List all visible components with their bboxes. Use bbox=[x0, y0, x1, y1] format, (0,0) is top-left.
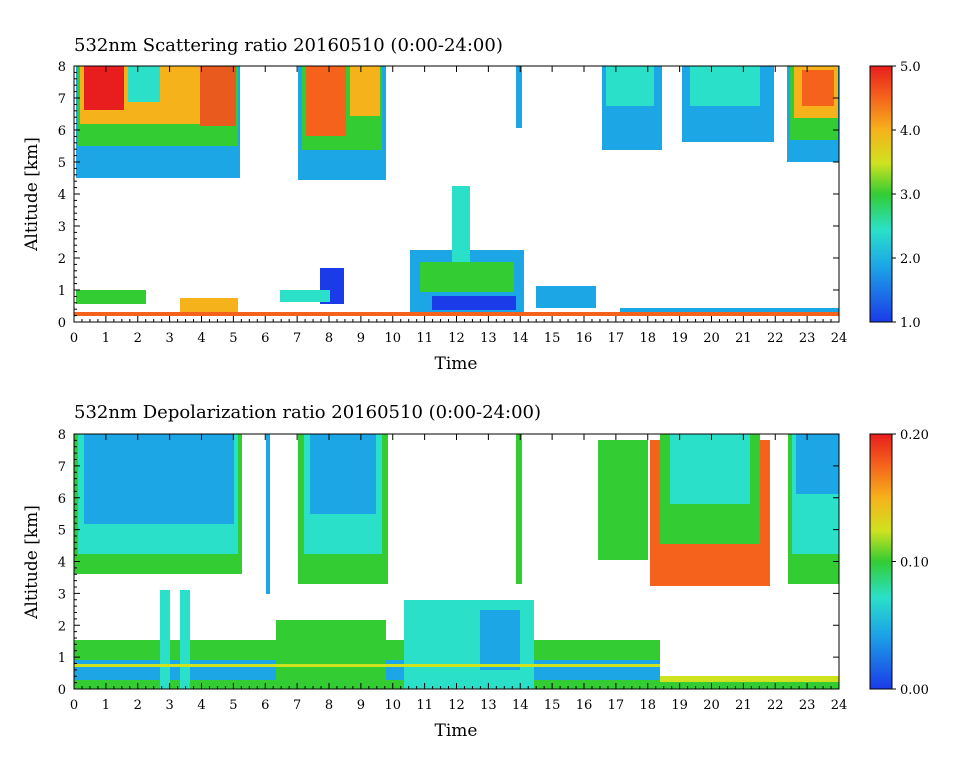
y-tick-label: 5 bbox=[58, 156, 66, 171]
x-tick-label: 19 bbox=[671, 698, 688, 713]
x-tick-label: 17 bbox=[608, 331, 625, 346]
scattering-x-axis-label: Time bbox=[435, 354, 478, 374]
y-tick-label: 0 bbox=[58, 316, 66, 331]
scattering-colorbar bbox=[869, 65, 893, 323]
depolarization-x-axis-label: Time bbox=[435, 721, 478, 741]
y-tick-label: 5 bbox=[58, 524, 66, 539]
colorbar-tick-label: 0.00 bbox=[900, 683, 929, 698]
x-tick-label: 7 bbox=[293, 331, 301, 346]
x-tick-label: 14 bbox=[512, 698, 529, 713]
x-tick-label: 11 bbox=[416, 331, 433, 346]
scattering-colorbar-ticks: 1.0 2.0 3.0 4.0 5.0 bbox=[892, 60, 921, 331]
y-tick-label: 6 bbox=[58, 124, 66, 139]
x-tick-label: 9 bbox=[357, 698, 365, 713]
x-tick-label: 22 bbox=[767, 331, 784, 346]
y-tick-label: 7 bbox=[58, 92, 66, 107]
x-tick-label: 4 bbox=[197, 698, 205, 713]
depolarization-plot-area bbox=[74, 434, 839, 689]
x-tick-label: 16 bbox=[576, 331, 593, 346]
y-tick-label: 3 bbox=[58, 220, 66, 235]
x-tick-label: 21 bbox=[735, 331, 752, 346]
colorbar-tick-label: 0.10 bbox=[900, 556, 929, 571]
x-tick-label: 9 bbox=[357, 331, 365, 346]
y-tick-label: 8 bbox=[58, 60, 66, 75]
y-tick-label: 4 bbox=[58, 556, 66, 571]
x-tick-label: 19 bbox=[671, 331, 688, 346]
colorbar-tick-label: 0.20 bbox=[900, 428, 929, 443]
x-tick-label: 24 bbox=[831, 698, 848, 713]
x-tick-label: 23 bbox=[799, 331, 816, 346]
x-tick-label: 5 bbox=[229, 698, 237, 713]
x-tick-label: 10 bbox=[384, 698, 401, 713]
scattering-y-ticks: 0 1 2 3 4 5 6 7 8 bbox=[58, 60, 839, 331]
x-tick-label: 13 bbox=[480, 331, 497, 346]
x-tick-label: 0 bbox=[70, 698, 78, 713]
y-tick-label: 2 bbox=[58, 252, 66, 267]
x-tick-label: 8 bbox=[325, 331, 333, 346]
x-tick-label: 14 bbox=[512, 331, 529, 346]
x-tick-label: 12 bbox=[448, 698, 465, 713]
x-tick-label: 13 bbox=[480, 698, 497, 713]
x-tick-label: 23 bbox=[799, 698, 816, 713]
x-tick-label: 21 bbox=[735, 698, 752, 713]
x-tick-label: 15 bbox=[544, 698, 561, 713]
scattering-panel: 532nm Scattering ratio 20160510 (0:00-24… bbox=[22, 35, 921, 374]
x-tick-label: 20 bbox=[703, 698, 720, 713]
x-tick-label: 5 bbox=[229, 331, 237, 346]
scattering-y-axis-label: Altitude [km] bbox=[22, 137, 42, 252]
x-tick-label: 3 bbox=[165, 331, 173, 346]
y-tick-label: 1 bbox=[58, 284, 66, 299]
x-tick-label: 1 bbox=[102, 698, 110, 713]
x-tick-label: 11 bbox=[416, 698, 433, 713]
x-tick-label: 18 bbox=[639, 698, 656, 713]
depolarization-y-axis-label: Altitude [km] bbox=[22, 505, 42, 620]
x-tick-label: 6 bbox=[261, 698, 269, 713]
x-tick-label: 16 bbox=[576, 698, 593, 713]
y-tick-label: 7 bbox=[58, 460, 66, 475]
x-tick-label: 7 bbox=[293, 698, 301, 713]
depolarization-colorbar-ticks: 0.00 0.10 0.20 bbox=[892, 428, 929, 698]
y-tick-label: 3 bbox=[58, 587, 66, 602]
x-tick-label: 2 bbox=[134, 331, 142, 346]
y-tick-label: 2 bbox=[58, 619, 66, 634]
colorbar-tick-label: 4.0 bbox=[900, 124, 921, 139]
x-tick-label: 18 bbox=[639, 331, 656, 346]
x-tick-label: 20 bbox=[703, 331, 720, 346]
colorbar-tick-label: 2.0 bbox=[900, 252, 921, 267]
depolarization-panel: 532nm Depolarization ratio 20160510 (0:0… bbox=[22, 402, 929, 741]
scattering-x-ticks: 0 1 2 3 4 5 6 7 8 9 10 11 12 13 14 15 16 17 18 19 20 21 22 23 24 bbox=[70, 66, 847, 346]
depolarization-y-ticks: 0 1 2 3 4 5 6 7 8 bbox=[58, 428, 839, 698]
x-tick-label: 6 bbox=[261, 331, 269, 346]
depolarization-title: 532nm Depolarization ratio 20160510 (0:0… bbox=[74, 402, 541, 423]
depolarization-x-ticks: 0 1 2 3 4 5 6 7 8 9 10 11 12 13 14 15 16 17 18 19 20 21 22 23 24 bbox=[70, 434, 847, 713]
scattering-title: 532nm Scattering ratio 20160510 (0:00-24… bbox=[74, 35, 503, 56]
scattering-feature-bl-aerosol bbox=[180, 298, 238, 312]
x-tick-label: 2 bbox=[134, 698, 142, 713]
x-tick-label: 12 bbox=[448, 331, 465, 346]
colorbar-tick-label: 5.0 bbox=[900, 60, 921, 75]
x-tick-label: 1 bbox=[102, 331, 110, 346]
colorbar-tick-label: 3.0 bbox=[900, 188, 921, 203]
y-tick-label: 1 bbox=[58, 651, 66, 666]
colorbar-tick-label: 1.0 bbox=[900, 316, 921, 331]
scattering-plot-area bbox=[74, 66, 839, 322]
x-tick-label: 24 bbox=[831, 331, 848, 346]
depolarization-colorbar bbox=[869, 433, 893, 690]
x-tick-label: 15 bbox=[544, 331, 561, 346]
x-tick-label: 3 bbox=[165, 698, 173, 713]
x-tick-label: 22 bbox=[767, 698, 784, 713]
x-tick-label: 17 bbox=[608, 698, 625, 713]
y-tick-label: 8 bbox=[58, 428, 66, 443]
x-tick-label: 4 bbox=[197, 331, 205, 346]
x-tick-label: 0 bbox=[70, 331, 78, 346]
y-tick-label: 4 bbox=[58, 188, 66, 203]
y-tick-label: 6 bbox=[58, 492, 66, 507]
y-tick-label: 0 bbox=[58, 683, 66, 698]
x-tick-label: 10 bbox=[384, 331, 401, 346]
x-tick-label: 8 bbox=[325, 698, 333, 713]
